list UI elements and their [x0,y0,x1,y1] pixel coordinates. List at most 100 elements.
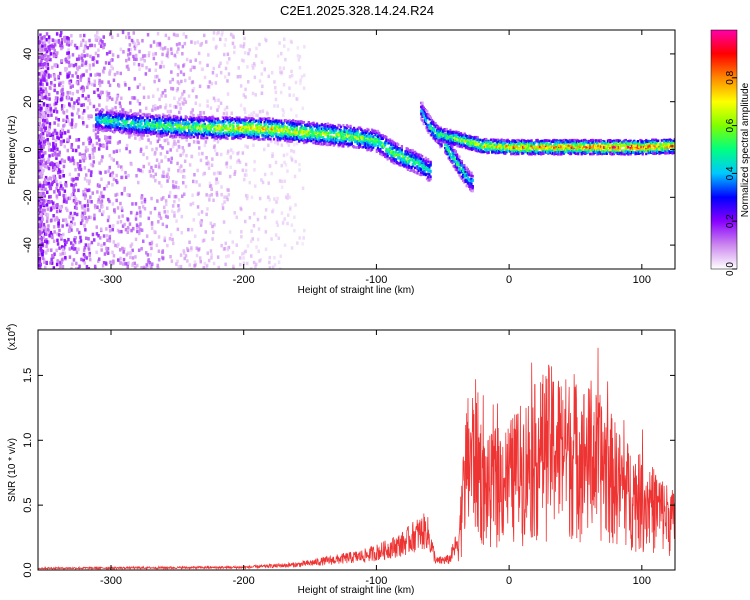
heat-cell [227,149,230,154]
heat-cell [259,131,263,135]
heat-cell [53,102,56,107]
heat-cell [141,131,144,135]
heat-cell [411,164,414,168]
heat-cell [312,132,315,135]
heat-cell [156,122,159,125]
heat-cell [38,193,41,197]
heat-cell [176,227,180,232]
heat-cell [216,255,220,259]
heat-cell [223,247,226,251]
heat-cell [408,153,411,157]
heat-cell [128,117,131,121]
heat-cell [237,126,240,130]
heat-cell [280,163,283,168]
heat-cell [258,42,261,47]
heat-cell [39,144,42,149]
heat-cell [422,108,425,111]
heat-cell [333,126,337,129]
heat-cell [339,142,343,146]
heat-cell [425,113,428,116]
heat-cell [388,146,392,150]
heat-cell [307,139,310,142]
heat-cell [245,116,248,120]
heat-cell [405,165,408,169]
heat-cell [41,249,45,254]
heat-cell [201,133,204,136]
heat-cell [294,133,297,137]
heat-cell [233,136,236,139]
heat-cell [133,42,137,46]
heat-cell [339,134,343,137]
heat-cell [286,121,289,125]
heat-cell [397,143,400,146]
heat-cell [175,42,179,47]
heat-cell [251,114,255,119]
heat-cell [232,132,235,136]
heat-cell [301,133,304,137]
heat-cell [302,126,306,129]
heat-cell [49,52,53,56]
heat-cell [115,112,118,115]
heat-cell [324,141,327,144]
heat-cell [324,127,327,130]
heat-cell [43,72,47,77]
heat-cell [232,129,235,132]
heat-cell [112,240,115,244]
heat-cell [329,135,332,138]
heat-cell [212,261,216,266]
heat-cell [293,130,296,134]
heat-cell [90,43,93,48]
heat-cell [335,134,338,137]
heat-cell [152,123,155,126]
heat-cell [171,118,174,122]
heat-cell [349,142,352,146]
heat-cell [123,81,127,85]
heat-cell [419,161,423,165]
heat-cell [108,111,111,115]
heat-cell [195,180,198,184]
heat-cell [104,125,107,128]
heat-cell [55,186,58,191]
heat-cell [88,253,91,258]
heat-cell [154,164,157,168]
heat-cell [188,132,191,135]
heat-cell [223,52,226,57]
heat-cell [249,136,252,139]
heat-cell [83,246,87,250]
heat-cell [115,97,119,101]
heat-cell [169,103,172,108]
heat-cell [151,114,154,118]
heat-cell [74,71,78,75]
heat-cell [53,63,56,67]
heat-cell [354,128,357,132]
heat-cell [393,154,396,157]
heat-cell [76,90,79,94]
heat-cell [190,118,193,121]
heat-cell [180,231,183,235]
heat-cell [101,264,105,268]
heat-cell [305,140,308,144]
heat-cell [147,113,150,117]
heat-cell [109,120,112,124]
heat-cell [371,148,374,151]
heat-cell [70,220,73,225]
heat-cell [38,77,41,81]
heat-cell [108,153,112,158]
heat-cell [154,52,157,56]
heat-cell [181,146,184,150]
heat-cell [339,132,343,136]
heat-cell [165,133,168,137]
heat-cell [80,40,83,45]
heat-cell [269,129,272,132]
heat-cell [179,253,183,257]
heat-cell [270,132,273,135]
heat-cell [257,136,260,139]
heat-cell [253,159,256,164]
heat-cell [98,80,101,85]
heat-cell [166,48,170,52]
heat-cell [152,94,155,98]
heat-cell [88,43,92,48]
heat-cell [166,118,169,122]
heat-cell [272,208,275,212]
heat-cell [69,85,73,89]
